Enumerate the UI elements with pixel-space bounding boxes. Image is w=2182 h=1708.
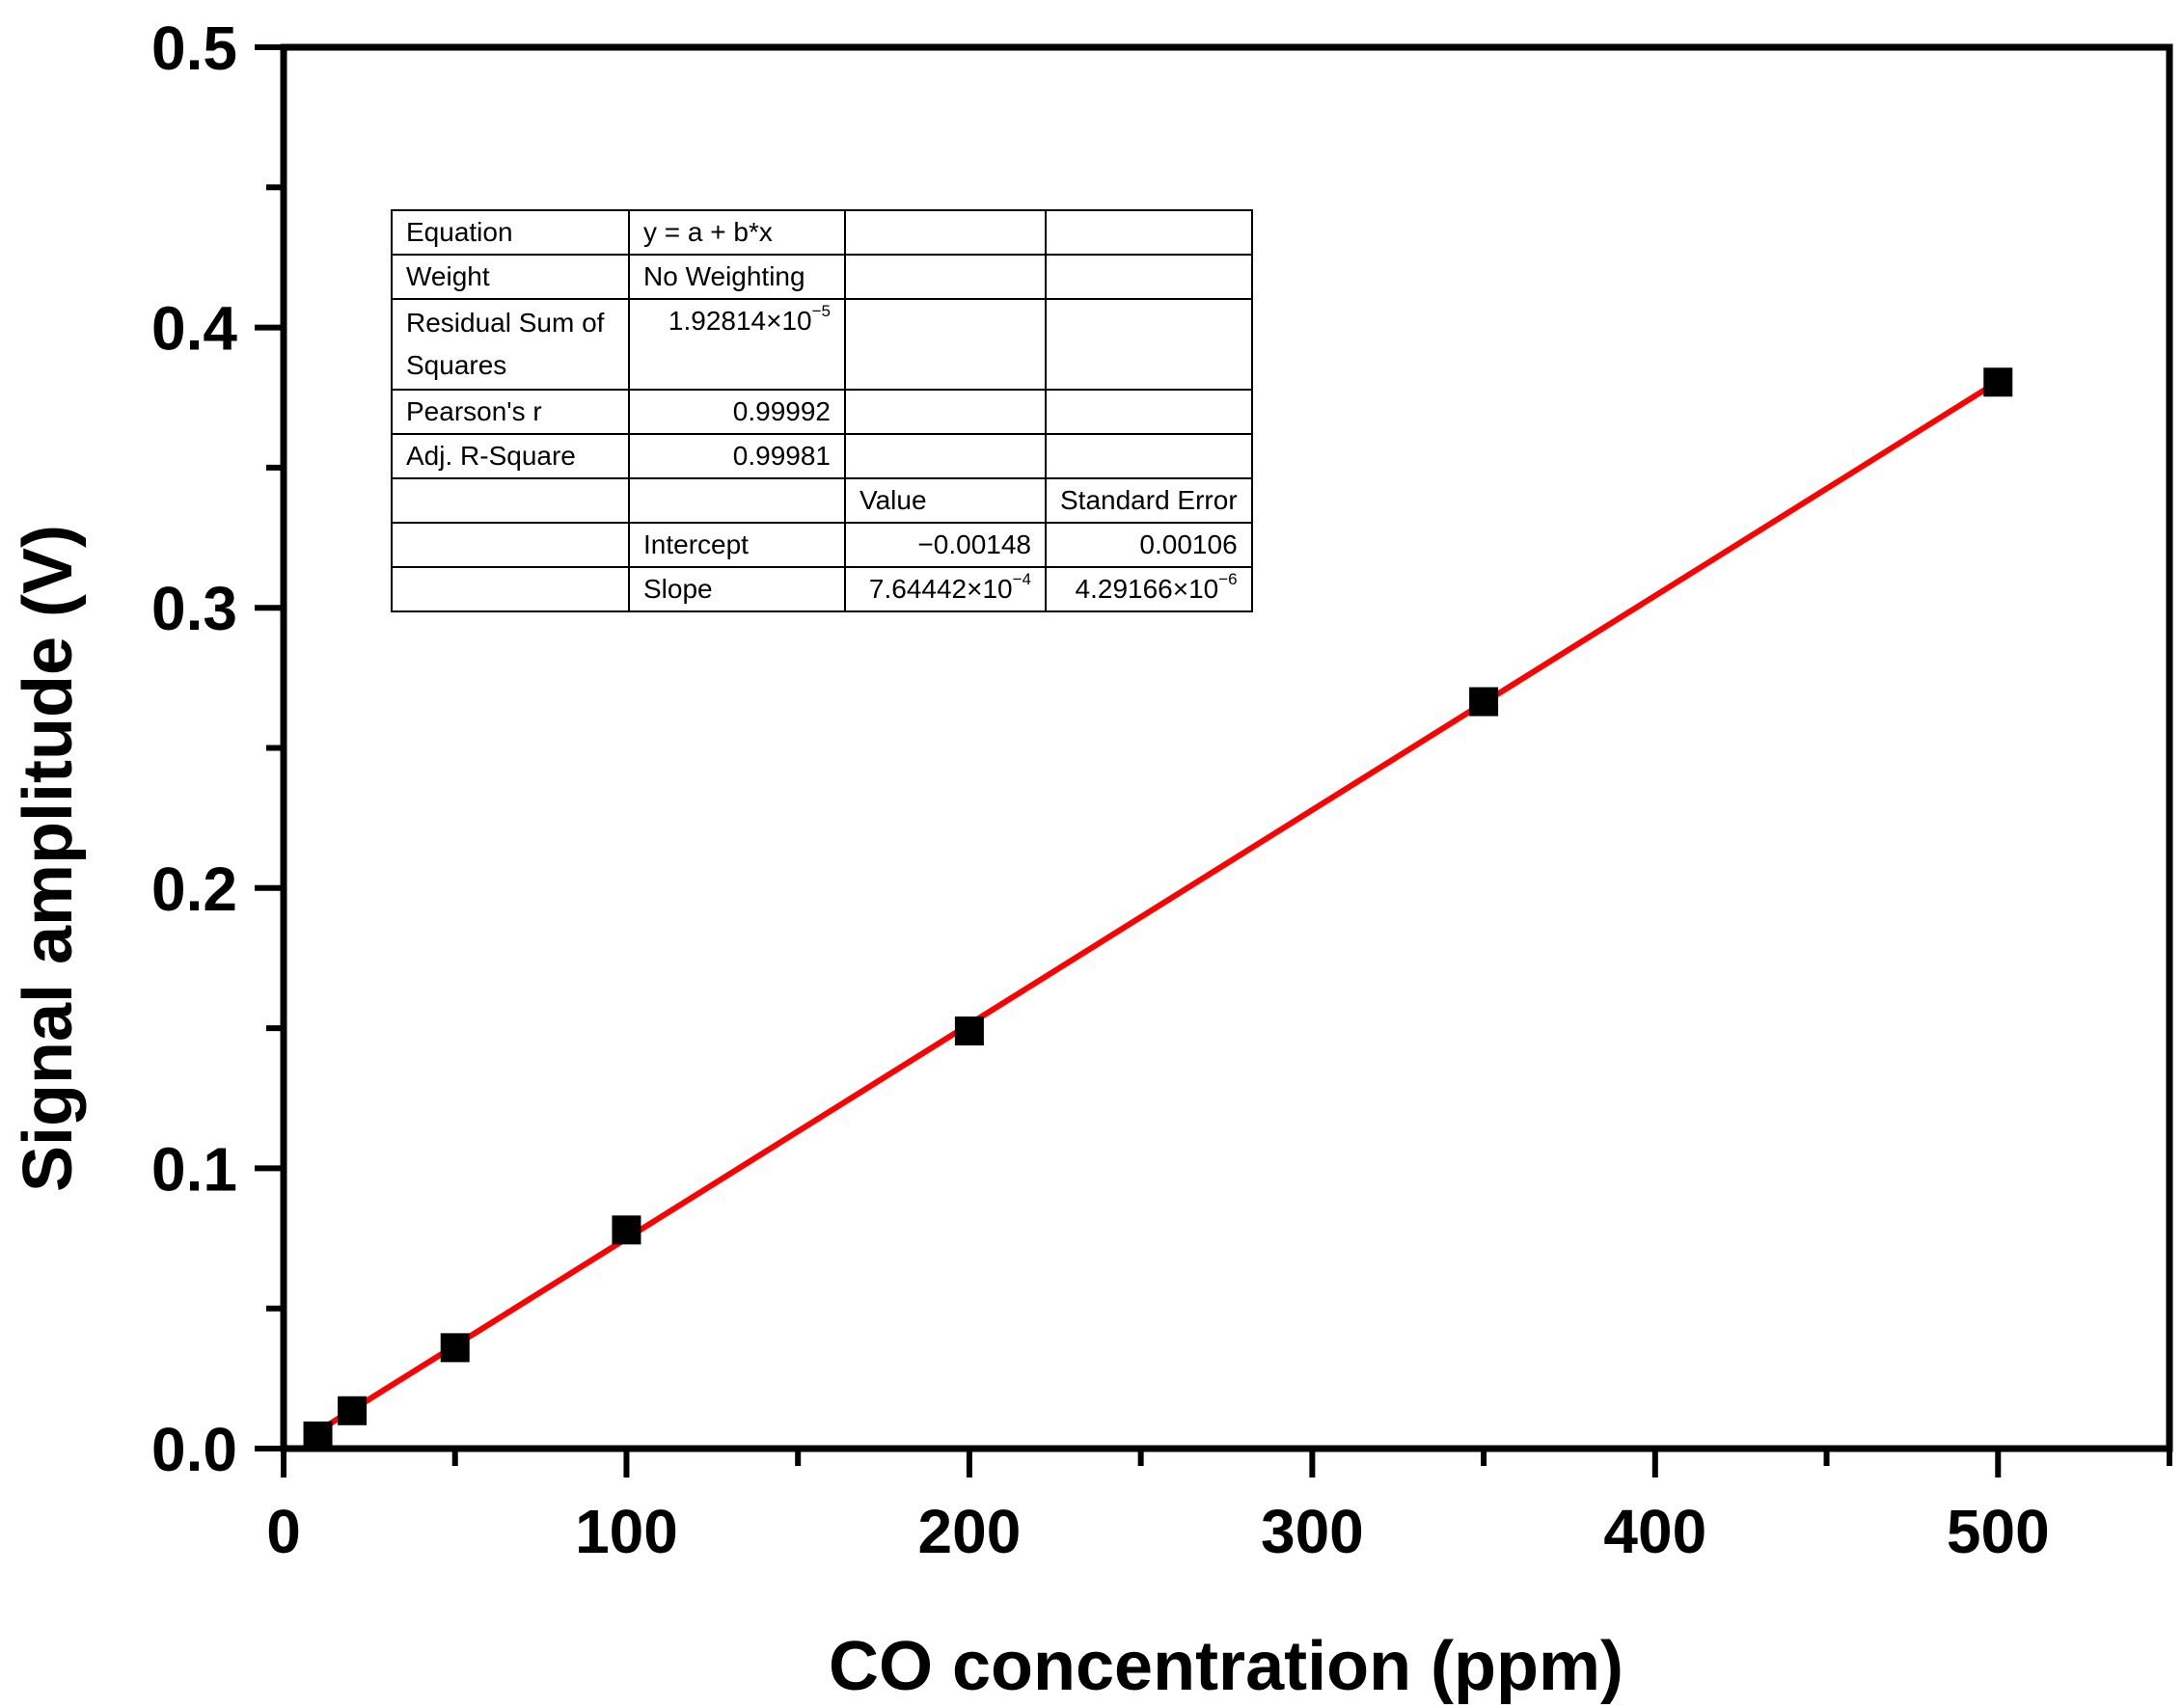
table-cell (1045, 298, 1253, 391)
table-cell: y = a + b*x (628, 209, 846, 256)
table-cell: Value (844, 477, 1047, 524)
table-cell: 0.00106 (1045, 522, 1253, 568)
table-cell: 1.92814×10−5 (628, 298, 846, 391)
x-tick-label: 300 (1261, 1497, 1364, 1566)
data-point (303, 1421, 333, 1450)
axis-tick-labels: 0 100 200 300 400 500 0.0 0.1 0.2 0.3 0.4 0.5 (151, 14, 2050, 1566)
table-row: Pearson's r 0.99992 (391, 389, 1253, 435)
axis-ticks (255, 44, 2172, 1478)
x-tick-label: 100 (575, 1497, 678, 1566)
table-cell: −0.00148 (844, 522, 1047, 568)
y-axis-title: Signal amplitude (V) (10, 525, 87, 1192)
table-cell (844, 389, 1047, 435)
y-tick-label: 0.1 (151, 1134, 237, 1204)
data-point (338, 1396, 368, 1425)
table-cell: Adj. R-Square (391, 433, 630, 479)
table-row: Adj. R-Square 0.99981 (391, 433, 1253, 479)
table-cell (1045, 389, 1253, 435)
table-cell: No Weighting (628, 254, 846, 300)
table-cell (1045, 209, 1253, 256)
y-tick-label: 0.0 (151, 1415, 237, 1484)
table-cell (844, 254, 1047, 300)
table-cell: Standard Error (1045, 477, 1253, 524)
table-cell (628, 477, 846, 524)
table-cell: Equation (391, 209, 630, 256)
data-point (954, 1017, 984, 1046)
fit-results-table: Equation y = a + b*x Weight No Weighting… (391, 209, 1253, 612)
y-tick-label: 0.4 (151, 294, 237, 364)
table-cell (844, 433, 1047, 479)
y-tick-label: 0.2 (151, 854, 237, 924)
table-row: Intercept −0.00148 0.00106 (391, 522, 1253, 568)
x-tick-label: 0 (266, 1497, 301, 1566)
table-cell: 0.99981 (628, 433, 846, 479)
table-cell (391, 566, 630, 612)
x-tick-label: 500 (1947, 1497, 2050, 1566)
x-axis-title: CO concentration (ppm) (829, 1628, 1623, 1705)
table-cell: Pearson's r (391, 389, 630, 435)
data-point (612, 1215, 641, 1245)
y-tick-label: 0.5 (151, 14, 237, 83)
table-cell: Slope (628, 566, 846, 612)
table-cell (391, 522, 630, 568)
table-row: Value Standard Error (391, 477, 1253, 524)
table-cell: 4.29166×10−6 (1045, 566, 1253, 612)
table-row: Slope 7.64442×10−4 4.29166×10−6 (391, 566, 1253, 612)
slope-value-mantissa: 7.64442×10 (868, 574, 1013, 604)
data-markers (303, 367, 2013, 1450)
table-row: Residual Sum of Squares 1.92814×10−5 (391, 298, 1253, 391)
data-point (440, 1333, 470, 1363)
table-cell: 7.64442×10−4 (844, 566, 1047, 612)
data-point (1469, 687, 1499, 717)
table-cell (1045, 254, 1253, 300)
slope-value-exponent: −4 (1012, 570, 1031, 588)
table-cell: Residual Sum of Squares (391, 298, 630, 391)
fit-line (315, 379, 2000, 1434)
y-tick-label: 0.3 (151, 574, 237, 643)
table-row: Weight No Weighting (391, 254, 1253, 300)
x-tick-label: 200 (918, 1497, 1022, 1566)
table-cell: 0.99992 (628, 389, 846, 435)
table-cell (391, 477, 630, 524)
table-row: Equation y = a + b*x (391, 209, 1253, 256)
rss-exponent: −5 (811, 302, 831, 320)
slope-error-exponent: −6 (1218, 570, 1238, 588)
x-tick-label: 400 (1603, 1497, 1706, 1566)
table-cell (844, 209, 1047, 256)
table-cell: Weight (391, 254, 630, 300)
slope-error-mantissa: 4.29166×10 (1075, 574, 1219, 604)
table-cell (844, 298, 1047, 391)
table-cell: Intercept (628, 522, 846, 568)
table-cell (1045, 433, 1253, 479)
data-point (1983, 367, 2013, 397)
rss-mantissa: 1.92814×10 (668, 306, 812, 336)
